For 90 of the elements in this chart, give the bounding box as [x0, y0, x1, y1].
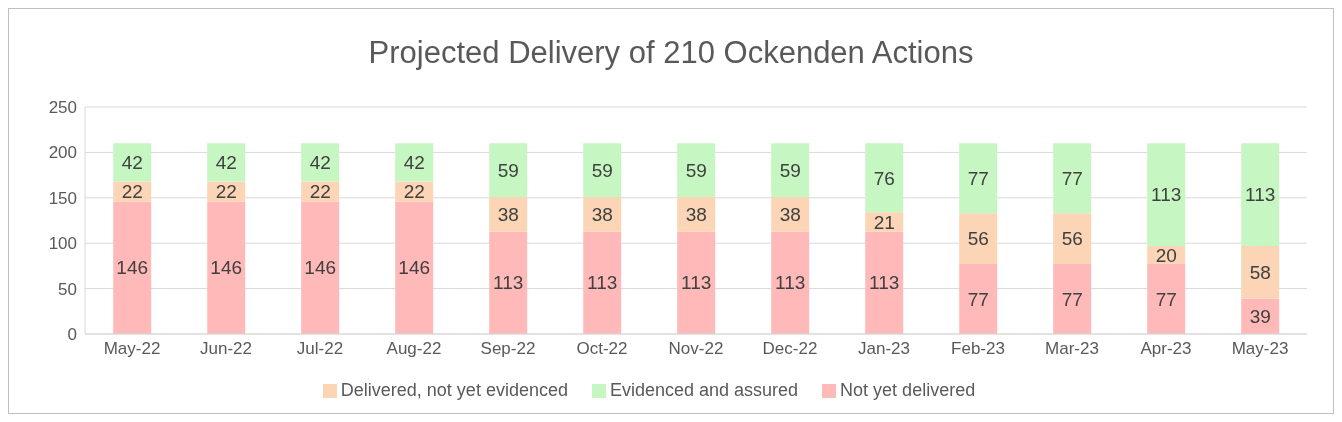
bar	[865, 231, 904, 334]
bar	[301, 143, 340, 182]
bar	[489, 231, 528, 334]
data-label: 38	[779, 203, 801, 225]
bar	[771, 143, 810, 197]
x-tick-label: May-22	[103, 339, 161, 359]
data-label: 113	[775, 272, 806, 294]
data-label: 146	[210, 257, 243, 279]
data-label: 77	[1061, 168, 1083, 190]
data-label: 56	[967, 228, 989, 250]
data-label: 113	[681, 272, 712, 294]
x-tick-label: Feb-23	[951, 339, 1005, 359]
bar	[1053, 143, 1092, 214]
data-label: 146	[398, 257, 431, 279]
legend-label: Delivered, not yet evidenced	[340, 380, 568, 400]
data-label: 22	[403, 181, 425, 203]
bar	[113, 201, 152, 334]
data-label: 146	[304, 257, 337, 279]
bar	[207, 143, 246, 182]
bar	[395, 201, 434, 334]
bar	[207, 201, 246, 334]
x-tick-label: Sep-22	[480, 339, 536, 359]
bar	[677, 231, 716, 334]
bar	[395, 143, 434, 182]
data-label: 113	[587, 272, 618, 294]
x-tick-label: Jan-23	[858, 339, 910, 359]
data-label: 59	[685, 159, 707, 181]
data-label: 38	[685, 203, 707, 225]
bar	[959, 213, 998, 265]
data-label: 113	[1151, 184, 1182, 206]
data-label: 42	[121, 152, 143, 174]
y-tick-label: 50	[58, 279, 77, 299]
data-label: 42	[403, 152, 425, 174]
data-label: 38	[497, 203, 519, 225]
bar	[959, 264, 998, 334]
data-label: 77	[967, 288, 989, 310]
x-tick-label: May-23	[1231, 339, 1289, 359]
x-tick-label: Nov-22	[668, 339, 724, 359]
bar	[113, 143, 152, 182]
x-tick-label: Apr-23	[1140, 339, 1192, 359]
bar	[583, 231, 622, 334]
legend-label: Not yet delivered	[840, 380, 976, 400]
data-label: 58	[1249, 262, 1271, 283]
bar	[1147, 264, 1186, 334]
x-tick-label: Jun-22	[200, 339, 252, 359]
data-label: 59	[779, 159, 801, 181]
data-label: 22	[121, 181, 143, 203]
data-label: 59	[591, 159, 613, 181]
bar	[1241, 245, 1280, 299]
bar	[1053, 264, 1092, 334]
data-label: 42	[309, 152, 331, 174]
x-tick-label: Mar-23	[1045, 339, 1099, 359]
data-label: 38	[591, 203, 613, 225]
data-label: 56	[1061, 228, 1083, 250]
chart-title: Projected Delivery of 210 Ockenden Actions	[367, 34, 975, 72]
data-label: 146	[116, 257, 149, 279]
data-label: 22	[215, 181, 237, 203]
bar	[677, 143, 716, 197]
bar	[1241, 143, 1280, 246]
bar	[771, 231, 810, 334]
y-tick-label: 200	[48, 143, 77, 163]
data-label: 59	[497, 159, 519, 181]
data-label: 42	[215, 152, 237, 174]
bar	[583, 143, 622, 197]
data-label: 113	[1245, 184, 1276, 206]
data-label: 21	[873, 211, 895, 233]
x-tick-label: Aug-22	[386, 339, 442, 359]
x-tick-label: Oct-22	[576, 339, 628, 359]
y-tick-label: 100	[48, 234, 77, 254]
data-label: 77	[1155, 288, 1177, 310]
bar	[865, 143, 904, 213]
data-label: 22	[309, 181, 331, 203]
x-tick-label: Jul-22	[296, 339, 344, 359]
bar	[301, 201, 340, 334]
data-label: 39	[1249, 306, 1271, 328]
data-label: 113	[869, 272, 900, 294]
x-tick-label: Dec-22	[762, 339, 818, 359]
legend-label: Evidenced and assured	[609, 380, 799, 400]
data-label: 76	[873, 167, 895, 189]
bar	[1147, 143, 1186, 246]
y-tick-label: 150	[48, 188, 77, 208]
y-tick-label: 0	[67, 325, 77, 345]
data-label: 77	[1061, 288, 1083, 310]
data-label: 77	[967, 168, 989, 190]
data-label: 113	[493, 272, 524, 294]
bar	[959, 143, 998, 214]
data-label: 20	[1155, 244, 1177, 266]
bar	[1053, 213, 1092, 265]
bar	[489, 143, 528, 197]
y-tick-label: 250	[48, 98, 77, 118]
